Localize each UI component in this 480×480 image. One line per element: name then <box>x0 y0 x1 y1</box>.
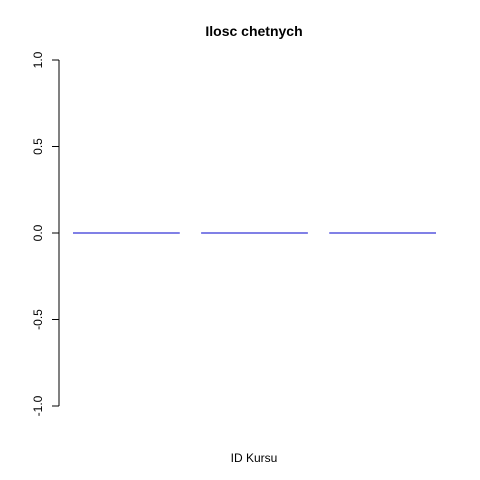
y-tick-label: -0.5 <box>31 309 45 330</box>
x-axis-title: ID Kursu <box>231 451 278 465</box>
y-tick-label: -1.0 <box>31 395 45 416</box>
y-axis-ticks: -1.0 -0.5 0.0 0.5 1.0 <box>31 51 59 416</box>
y-tick-label: 0.5 <box>31 138 45 155</box>
y-tick-label: 0.0 <box>31 224 45 241</box>
chart-title: Ilosc chetnych <box>205 23 302 39</box>
y-tick-label: 1.0 <box>31 51 45 68</box>
